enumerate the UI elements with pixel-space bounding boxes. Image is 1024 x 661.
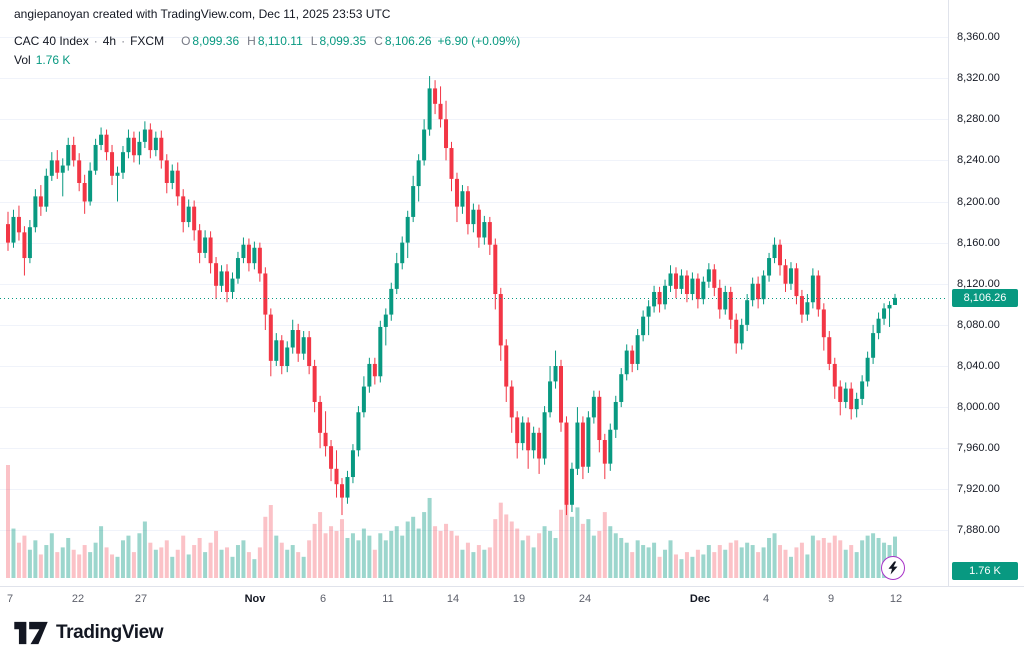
time-axis-label: Dec <box>689 593 711 605</box>
tradingview-logo-text: TradingView <box>56 622 164 643</box>
time-axis-label: 11 <box>382 593 394 605</box>
volume-value: 1.76 K <box>35 53 71 67</box>
price-axis-label: 8,160.00 <box>957 236 1000 249</box>
price-axis-label: 8,080.00 <box>957 318 1000 331</box>
exchange-name: FXCM <box>130 34 165 48</box>
time-axis-label: Nov <box>244 593 266 605</box>
close-value: 8,106.26 <box>384 34 432 48</box>
candlestick-chart-canvas[interactable] <box>0 0 948 586</box>
price-axis-label: 7,960.00 <box>957 442 1000 455</box>
time-axis-label: 12 <box>889 593 903 605</box>
interval-value[interactable]: 4h <box>102 34 117 48</box>
open-label: O <box>181 34 191 48</box>
legend-separator: · <box>93 34 98 48</box>
high-label: H <box>247 34 256 48</box>
time-axis-label: 19 <box>512 593 526 605</box>
time-axis-label: 7 <box>6 593 14 605</box>
time-axis-label: 27 <box>134 593 148 605</box>
high-value: 8,110.11 <box>257 34 303 48</box>
low-value: 8,099.35 <box>319 34 367 48</box>
price-axis-label: 8,240.00 <box>957 154 1000 167</box>
open-value: 8,099.36 <box>192 34 240 48</box>
price-axis-label: 8,120.00 <box>957 277 1000 290</box>
time-axis-label: 24 <box>578 593 592 605</box>
price-axis-label: 8,200.00 <box>957 195 1000 208</box>
legend-separator: · <box>121 34 126 48</box>
time-axis-label: 9 <box>827 593 835 605</box>
price-axis-label: 8,320.00 <box>957 72 1000 85</box>
low-label: L <box>310 34 318 48</box>
price-axis-label: 8,280.00 <box>957 113 1000 126</box>
footer: TradingView <box>0 610 1024 661</box>
legend-volume-row[interactable]: Vol 1.76 K <box>14 52 520 68</box>
price-axis[interactable]: 8,106.26 1.76 K 8,360.00 8,320.00 8,280.00… <box>948 0 1024 586</box>
price-axis-label: 8,000.00 <box>957 401 1000 414</box>
chart-legend: CAC 40 Index · 4h · FXCM O 8,099.36 H 8,… <box>14 33 520 68</box>
legend-symbol-row[interactable]: CAC 40 Index · 4h · FXCM O 8,099.36 H 8,… <box>14 33 520 49</box>
time-axis-label: 14 <box>446 593 460 605</box>
lightning-bolt-icon <box>888 561 898 575</box>
tradingview-logo[interactable]: TradingView <box>14 620 164 646</box>
tradingview-logo-icon <box>14 621 48 645</box>
price-axis-label: 7,920.00 <box>957 483 1000 496</box>
time-axis-label: 4 <box>762 593 770 605</box>
price-axis-label: 8,360.00 <box>957 31 1000 43</box>
attribution-text: angiepanoyan created with TradingView.co… <box>14 7 391 21</box>
time-axis-label: 6 <box>319 593 327 605</box>
change-value: +6.90 (+0.09%) <box>437 34 521 48</box>
instant-trading-button[interactable] <box>881 556 905 580</box>
ohlc-values: O 8,099.36 H 8,110.11 L 8,099.35 C 8,106… <box>175 33 520 49</box>
time-axis-label: 22 <box>71 593 85 605</box>
price-axis-label: 8,040.00 <box>957 359 1000 372</box>
volume-badge: 1.76 K <box>952 562 1018 580</box>
time-axis[interactable]: 7 22 27 Nov 6 11 14 19 24 Dec 4 9 12 <box>0 586 1024 611</box>
volume-label: Vol <box>14 53 31 67</box>
last-price-badge: 8,106.26 <box>952 288 1018 307</box>
price-axis-label: 7,880.00 <box>957 524 1000 537</box>
close-label: C <box>374 34 383 48</box>
symbol-name[interactable]: CAC 40 Index <box>14 34 89 48</box>
